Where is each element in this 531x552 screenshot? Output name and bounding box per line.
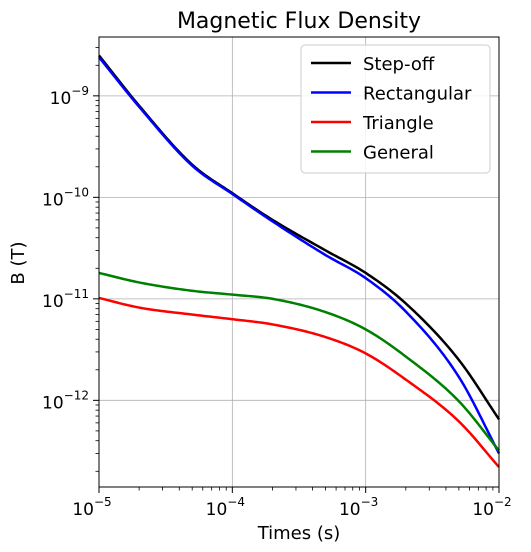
x-axis-label: Times (s) [257,523,341,544]
x-tick-label: 10−5 [72,495,111,520]
y-tick-label: 10−10 [42,185,89,210]
series-line-triangle [98,296,500,468]
y-axis-label: B (T) [8,241,29,284]
series-line-rectangular [98,56,501,454]
series-line-general [98,271,500,452]
legend-box [300,44,491,174]
y-tick-label: 10−12 [42,388,89,413]
x-tick-label: 10−4 [206,495,245,520]
legend-label: Triangle [362,113,434,134]
y-tick-label: 10−9 [50,84,89,109]
y-tick-label: 10−11 [42,287,89,312]
x-tick-label: 10−3 [339,495,378,520]
chart-title: Magnetic Flux Density [177,9,421,34]
y-ticks: 10−12 10−11 10−10 10−9 [42,84,99,413]
legend-label: Rectangular [363,84,472,105]
legend-label: Step-off [363,54,435,75]
series-layer [98,54,501,468]
legend: Step-off Rectangular Triangle General [300,44,491,174]
x-tick-label: 10−2 [472,495,511,520]
minor-ticks [95,47,494,491]
x-ticks: 10−5 10−4 10−3 10−2 [72,487,512,520]
legend-label: General [363,143,434,164]
plot-frame [98,36,500,488]
